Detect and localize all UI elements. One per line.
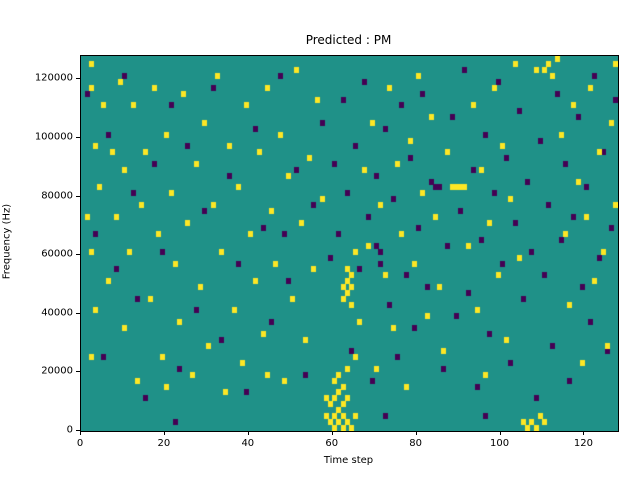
x-axis-label: Time step: [323, 455, 374, 466]
x-tick-mark: [80, 431, 81, 435]
x-tick-mark: [331, 431, 333, 435]
y-tick-mark: [76, 254, 80, 256]
plot-area: [80, 55, 619, 432]
y-tick-mark: [76, 430, 80, 431]
heatmap-canvas: [81, 56, 618, 431]
x-tick-mark: [163, 431, 165, 435]
chart-title: Predicted : PM: [305, 33, 392, 47]
y-tick-mark: [76, 195, 80, 197]
x-tick-mark: [415, 431, 417, 435]
y-tick-label: 120000: [34, 72, 73, 84]
y-tick-mark: [76, 312, 80, 314]
x-tick-mark: [247, 431, 249, 435]
y-tick-label: 80000: [41, 190, 73, 202]
y-tick-label: 60000: [41, 248, 73, 260]
y-tick-label: 100000: [34, 131, 73, 143]
x-tick-mark: [583, 431, 585, 435]
x-tick-label: 80: [409, 438, 422, 449]
y-tick-mark: [76, 78, 80, 80]
x-tick-label: 20: [157, 438, 171, 449]
y-tick-mark: [76, 371, 80, 373]
x-tick-label: 120: [573, 438, 593, 449]
y-tick-mark: [76, 137, 80, 139]
x-tick-label: 100: [489, 438, 510, 449]
y-tick-label: 0: [66, 424, 73, 436]
x-tick-label: 40: [241, 438, 255, 449]
x-tick-label: 0: [76, 438, 84, 449]
x-tick-mark: [499, 431, 501, 435]
y-axis-label: Frequency (Hz): [1, 203, 13, 280]
y-tick-label: 40000: [41, 307, 73, 319]
y-tick-label: 20000: [41, 365, 73, 377]
x-tick-label: 60: [325, 438, 339, 449]
